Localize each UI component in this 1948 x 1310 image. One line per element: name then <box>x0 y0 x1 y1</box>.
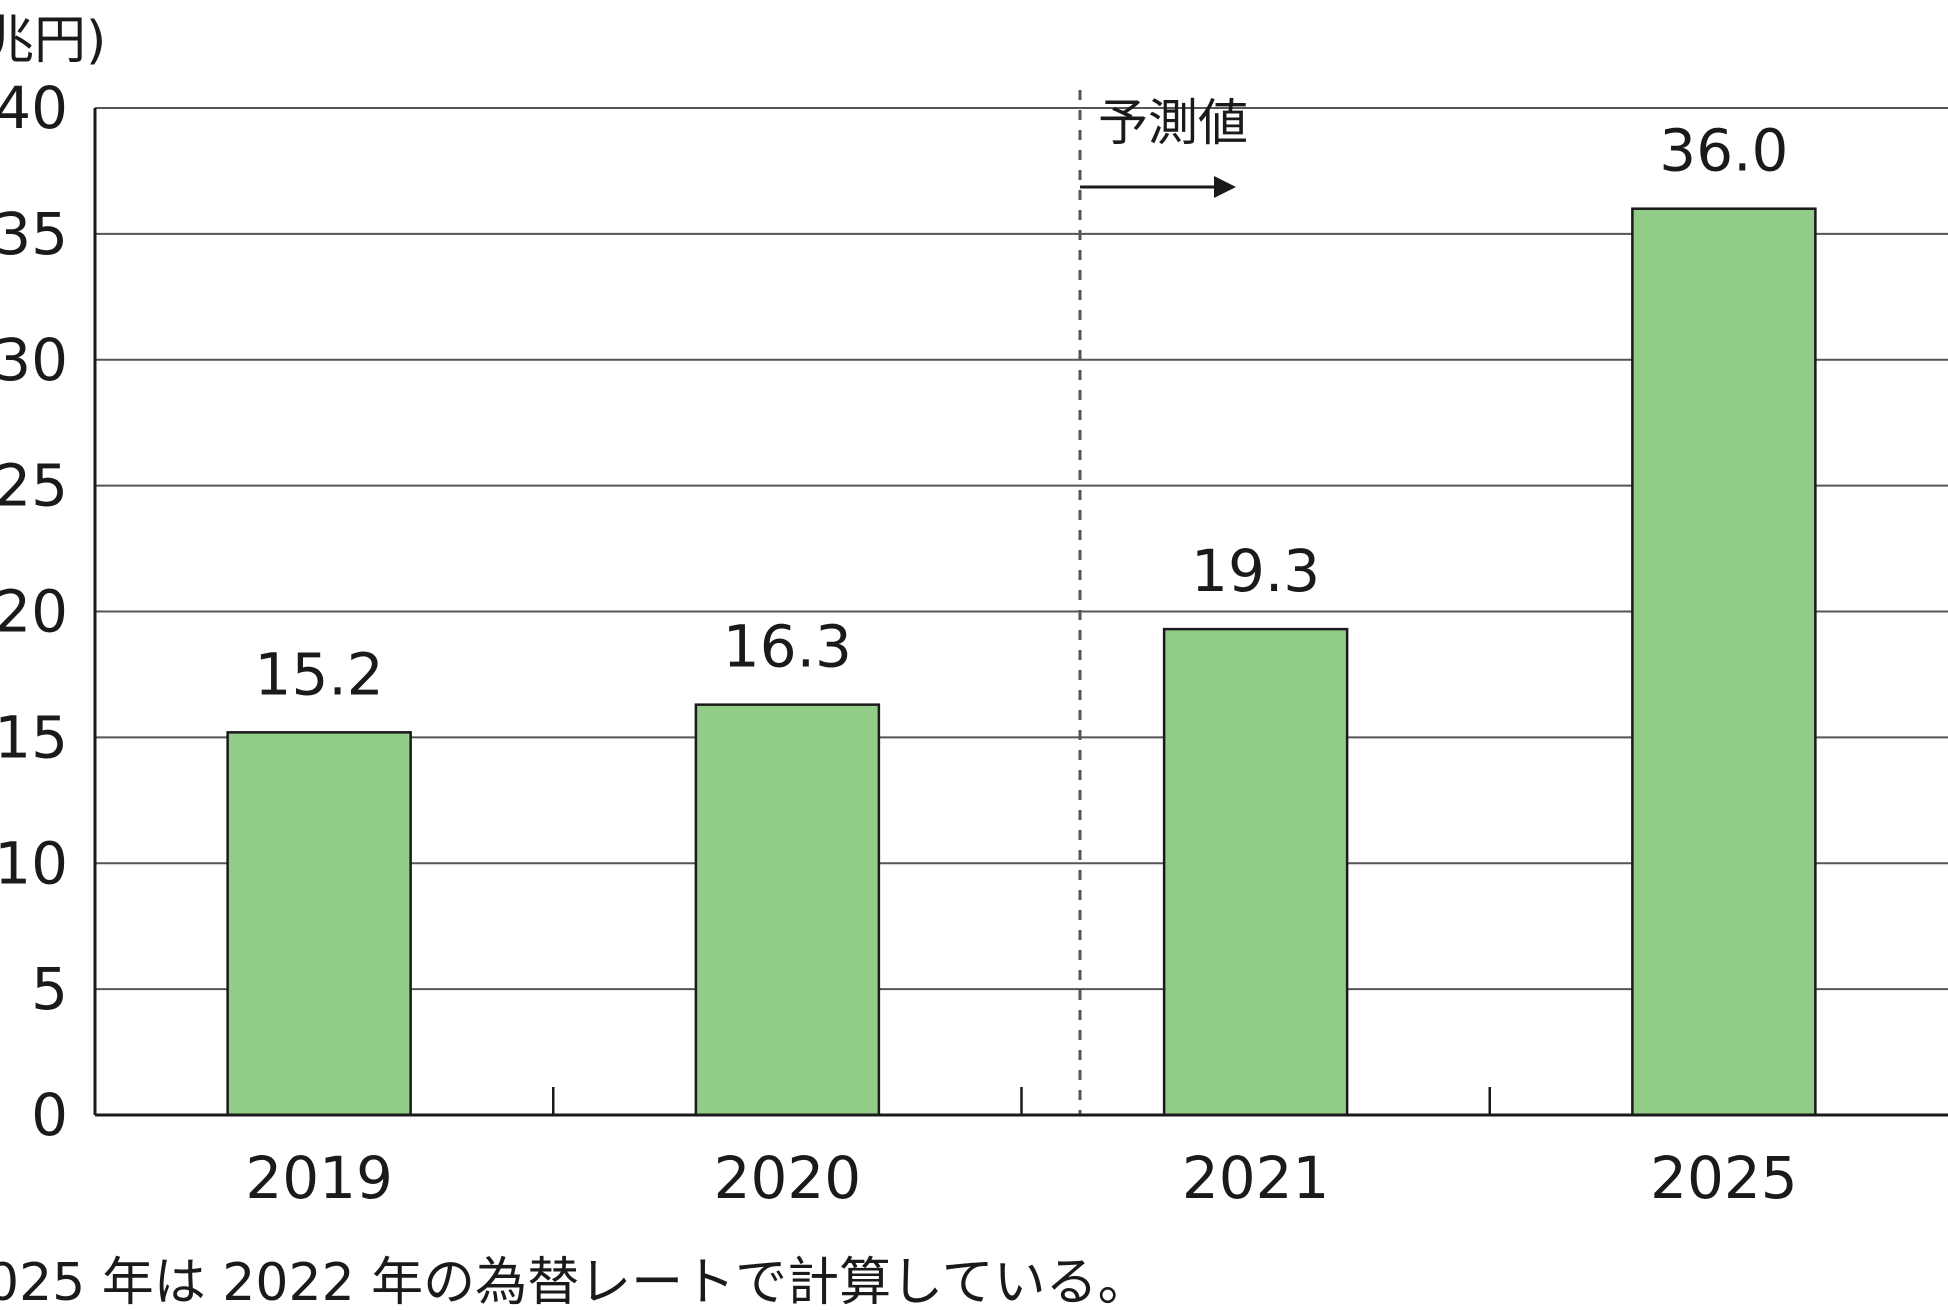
x-axis: 2019 2020 2021 2025 <box>93 108 1948 1212</box>
y-tick-label-15: 15 <box>0 703 68 771</box>
y-tick-label-25: 25 <box>0 452 68 520</box>
forecast-label: 予測値 <box>1098 94 1248 152</box>
y-axis-ticks: 0 5 10 15 20 25 30 35 40 <box>0 74 68 1149</box>
y-tick-label-10: 10 <box>0 829 68 897</box>
forecast-arrow-head <box>1214 176 1236 198</box>
bar-2021 <box>1162 627 1349 1117</box>
y-tick-label-20: 20 <box>0 578 68 646</box>
x-tick-label-2025: 2025 <box>1650 1144 1798 1212</box>
x-tick-label-2020: 2020 <box>714 1144 862 1212</box>
x-tick-label-2019: 2019 <box>245 1144 393 1212</box>
value-label-2019: 15.2 <box>255 640 384 708</box>
value-label-2021: 19.3 <box>1191 537 1320 605</box>
y-tick-label-40: 40 <box>0 74 68 142</box>
footnote: 025 年は 2022 年の為替レートで計算している。 <box>0 1253 1150 1310</box>
value-label-2025: 36.0 <box>1659 117 1788 185</box>
bars: 15.2 16.3 19.3 36.0 <box>226 117 1817 1117</box>
y-tick-label-5: 5 <box>31 955 68 1023</box>
y-axis-unit-label: 兆円) <box>0 11 106 71</box>
y-tick-label-35: 35 <box>0 200 68 268</box>
bar-2020 <box>694 703 881 1117</box>
y-tick-label-0: 0 <box>31 1081 68 1149</box>
y-tick-label-30: 30 <box>0 326 68 394</box>
bar-2019 <box>226 731 412 1117</box>
value-label-2020: 16.3 <box>723 613 852 681</box>
forecast-marker: 予測値 <box>1078 90 1248 1115</box>
x-tick-label-2021: 2021 <box>1182 1144 1330 1212</box>
bar-2025 <box>1631 207 1817 1117</box>
